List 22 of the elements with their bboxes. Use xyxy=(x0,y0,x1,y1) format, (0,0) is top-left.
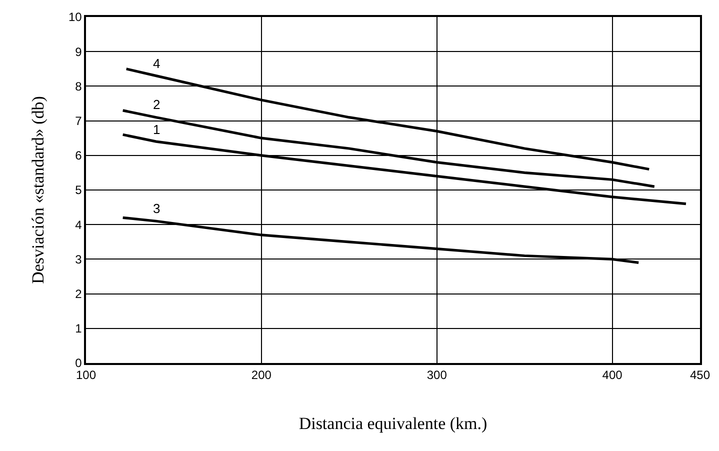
y-tick-label: 4 xyxy=(75,218,82,232)
y-tick-label: 5 xyxy=(75,183,82,198)
y-tick-label: 1 xyxy=(75,322,82,336)
x-tick-label: 400 xyxy=(602,368,623,382)
series-label: 2 xyxy=(153,97,160,112)
y-tick-label: 3 xyxy=(75,252,82,266)
series-label: 1 xyxy=(153,122,160,137)
y-tick-label: 8 xyxy=(75,79,82,94)
y-axis-title: Desviación «standard» (db) xyxy=(28,96,48,284)
x-tick-label: 300 xyxy=(426,368,448,382)
y-tick-label: 10 xyxy=(68,10,82,24)
series-label: 3 xyxy=(153,201,160,216)
y-tick-label: 9 xyxy=(75,44,82,59)
y-tick-label: 0 xyxy=(75,356,82,370)
y-tick-label: 2 xyxy=(75,287,82,301)
y-tick-label: 6 xyxy=(75,148,82,163)
y-tick-label: 7 xyxy=(75,114,82,128)
x-axis-title: Distancia equivalente (km.) xyxy=(298,414,488,434)
x-tick-label: 450 xyxy=(690,368,710,382)
x-tick-label: 200 xyxy=(251,368,272,382)
x-tick-label: 100 xyxy=(76,368,96,382)
series-label: 4 xyxy=(153,56,160,71)
